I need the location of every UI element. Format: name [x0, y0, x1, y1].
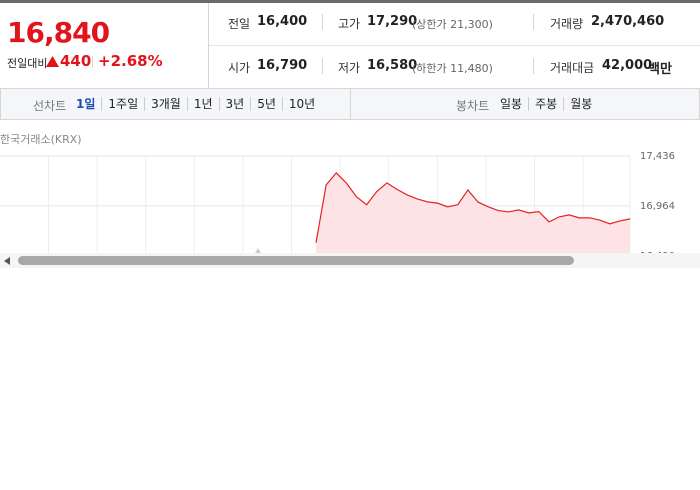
change: 440 [60, 52, 92, 70]
line-chart-label: 선차트 [33, 99, 67, 113]
scroll-thumb[interactable] [18, 256, 574, 265]
value: 2,470,460 [591, 14, 665, 29]
tab[interactable]: 1일 [76, 97, 96, 111]
up-icon [46, 56, 59, 67]
value: 17,290 [367, 14, 418, 29]
limit: (상한가 21,300) [412, 18, 493, 31]
area [316, 172, 630, 253]
label: 고가 [338, 17, 361, 31]
value: 16,790 [257, 58, 308, 73]
scroll-left[interactable] [4, 257, 10, 265]
candle-chart-label: 봉차트 [456, 99, 490, 113]
label: 시가 [228, 61, 251, 75]
unit: 백만 [648, 62, 672, 77]
tab[interactable]: 일봉 [500, 97, 523, 111]
tab[interactable]: 1년 [186, 97, 219, 111]
chart-source: 한국거래소(KRX) [0, 133, 82, 146]
value: 16,580 [367, 58, 418, 73]
tab[interactable]: 10년 [281, 97, 321, 111]
y-tick-label: 16,964 [640, 201, 675, 212]
chart: 17,436 16,964 16,490 [0, 151, 675, 253]
change-label: 전일대비 [7, 57, 48, 70]
label: 거래대금 [550, 61, 595, 75]
tab[interactable]: 주봉 [528, 97, 563, 111]
price-line [315, 172, 631, 243]
price: 16,840 [7, 16, 110, 49]
tab[interactable]: 3개월 [144, 97, 187, 111]
tab[interactable]: 월봉 [563, 97, 598, 111]
y-tick-label: 17,436 [640, 151, 675, 162]
value: 16,400 [257, 14, 308, 29]
change-rate: +2.68% [98, 52, 163, 70]
label: 거래량 [550, 17, 584, 31]
limit: (하한가 11,480) [412, 62, 493, 75]
value: 42,000 [602, 58, 653, 73]
top-bar [0, 0, 700, 3]
y-tick-label: 16,490 [640, 251, 675, 253]
tab[interactable]: 3년 [218, 97, 251, 111]
tab[interactable]: 1주일 [101, 97, 144, 111]
candle-tabs: 일봉 주봉 월봉 [494, 97, 598, 111]
period-tabs: 1일 1주일 3개월 1년 3년 5년 10년 [70, 97, 321, 111]
label: 전일 [228, 17, 251, 31]
label: 저가 [338, 61, 361, 75]
marker [255, 248, 261, 253]
tab[interactable]: 5년 [250, 97, 282, 111]
